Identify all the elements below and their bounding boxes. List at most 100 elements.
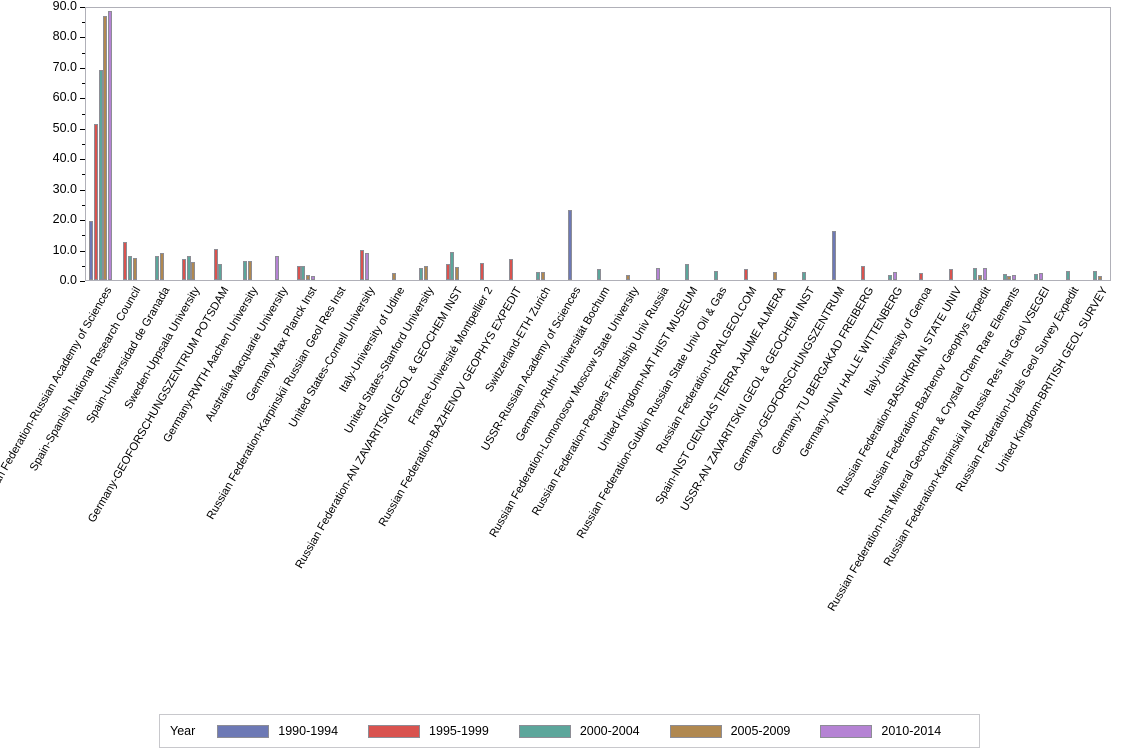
bar-group bbox=[496, 8, 525, 280]
x-axis-label-text: Russian Federation-Karpinskii Russian Ge… bbox=[205, 285, 349, 522]
bar[interactable] bbox=[1039, 273, 1044, 280]
bar[interactable] bbox=[311, 275, 316, 280]
bar[interactable] bbox=[919, 273, 924, 280]
bar[interactable] bbox=[423, 266, 428, 280]
bar[interactable] bbox=[306, 274, 311, 280]
x-axis-label-text: Russian Federation-Russian Academy of Sc… bbox=[0, 285, 115, 511]
legend-item[interactable]: 1990-1994 bbox=[217, 724, 338, 738]
y-axis-tick-label: 80.0 bbox=[52, 29, 77, 44]
bar[interactable] bbox=[89, 221, 94, 280]
bar-group bbox=[115, 8, 144, 280]
bar[interactable] bbox=[1092, 270, 1097, 280]
bar[interactable] bbox=[93, 124, 98, 280]
bar[interactable] bbox=[418, 267, 423, 280]
bar[interactable] bbox=[364, 253, 369, 280]
bar[interactable] bbox=[535, 271, 540, 280]
bar[interactable] bbox=[802, 271, 807, 280]
bar[interactable] bbox=[445, 263, 450, 280]
bar[interactable] bbox=[450, 252, 455, 280]
legend-item[interactable]: 1995-1999 bbox=[368, 724, 489, 738]
bar[interactable] bbox=[181, 259, 186, 280]
bar[interactable] bbox=[455, 266, 460, 280]
bar[interactable] bbox=[509, 258, 514, 280]
bar[interactable] bbox=[860, 266, 865, 280]
bar[interactable] bbox=[626, 275, 631, 280]
x-axis-label-text: Germany-Ruhr-Universität Bochum bbox=[513, 285, 613, 444]
bar[interactable] bbox=[540, 272, 545, 280]
bar[interactable] bbox=[978, 274, 983, 280]
bar[interactable] bbox=[247, 260, 252, 280]
bar[interactable] bbox=[479, 262, 484, 280]
bar-group bbox=[438, 8, 467, 280]
bar[interactable] bbox=[154, 256, 159, 280]
bar[interactable] bbox=[108, 10, 113, 280]
bar[interactable] bbox=[301, 266, 306, 280]
bar[interactable] bbox=[296, 266, 301, 280]
bar-group bbox=[702, 8, 731, 280]
bar[interactable] bbox=[973, 268, 978, 280]
bar-group bbox=[643, 8, 672, 280]
bar-group bbox=[760, 8, 789, 280]
bar[interactable] bbox=[274, 255, 279, 280]
bar[interactable] bbox=[948, 269, 953, 280]
bar[interactable] bbox=[98, 69, 103, 280]
x-axis-label-text: France-Université Montpellier 2 bbox=[406, 285, 496, 427]
bar[interactable] bbox=[132, 258, 137, 280]
x-axis-label-text: Russian Federation-Inst Mineral Geochem … bbox=[826, 285, 1023, 614]
bar[interactable] bbox=[655, 268, 660, 280]
legend-label: 1990-1994 bbox=[278, 724, 339, 738]
y-axis-tick-label: 10.0 bbox=[52, 242, 77, 257]
bar[interactable] bbox=[213, 248, 218, 280]
y-axis-minor-tick-mark bbox=[82, 113, 85, 115]
legend-swatch bbox=[820, 724, 873, 738]
bar[interactable] bbox=[684, 263, 689, 280]
legend-swatch bbox=[518, 724, 571, 738]
bar[interactable] bbox=[186, 255, 191, 280]
legend-swatch bbox=[217, 724, 270, 738]
bar[interactable] bbox=[1002, 273, 1007, 280]
bar[interactable] bbox=[127, 256, 132, 280]
bar-group bbox=[379, 8, 408, 280]
y-axis-tick-mark bbox=[80, 67, 85, 69]
bar[interactable] bbox=[887, 274, 892, 280]
bar-group bbox=[174, 8, 203, 280]
legend-item[interactable]: 2010-2014 bbox=[820, 724, 941, 738]
y-axis-tick-mark bbox=[80, 250, 85, 252]
bar[interactable] bbox=[391, 273, 396, 280]
bar-group bbox=[233, 8, 262, 280]
x-axis-label-text: Australia-Macquarie University bbox=[202, 285, 290, 424]
bar[interactable] bbox=[123, 241, 128, 280]
bar[interactable] bbox=[831, 231, 836, 280]
bar[interactable] bbox=[1007, 276, 1012, 280]
bar[interactable] bbox=[218, 264, 223, 280]
bar[interactable] bbox=[892, 272, 897, 280]
bar[interactable] bbox=[360, 249, 365, 280]
bar[interactable] bbox=[242, 261, 247, 280]
bar[interactable] bbox=[772, 272, 777, 280]
x-axis-label-text: United Kingdom-BRITISH GEOL SURVEY bbox=[994, 285, 1111, 475]
y-axis-minor-tick-mark bbox=[82, 265, 85, 267]
bar[interactable] bbox=[1066, 270, 1071, 280]
y-axis-minor-tick-mark bbox=[82, 204, 85, 206]
legend-item[interactable]: 2000-2004 bbox=[518, 724, 640, 738]
bar[interactable] bbox=[1012, 274, 1017, 280]
bar[interactable] bbox=[1034, 273, 1039, 280]
bar-group bbox=[995, 8, 1024, 280]
bar[interactable] bbox=[596, 268, 601, 280]
bar[interactable] bbox=[743, 269, 748, 280]
bar[interactable] bbox=[1097, 275, 1102, 280]
bar[interactable] bbox=[982, 268, 987, 280]
x-axis-label-text: USSR-AN ZAVARITSKII GEOL & GEOCHEM INST bbox=[678, 285, 818, 514]
bar[interactable] bbox=[567, 209, 572, 280]
x-axis-label-text: United States-Stanford University bbox=[342, 285, 437, 436]
bar[interactable] bbox=[103, 16, 108, 280]
bar-group bbox=[555, 8, 584, 280]
bar[interactable] bbox=[714, 270, 719, 280]
legend-item[interactable]: 2005-2009 bbox=[669, 724, 791, 738]
legend-label: 2005-2009 bbox=[730, 724, 791, 738]
y-axis-tick-label: 40.0 bbox=[52, 151, 77, 166]
bar[interactable] bbox=[191, 261, 196, 280]
bar[interactable] bbox=[159, 252, 164, 280]
x-axis-label-text: Germany-UNIV HALLE WITTENBERG bbox=[797, 285, 906, 460]
